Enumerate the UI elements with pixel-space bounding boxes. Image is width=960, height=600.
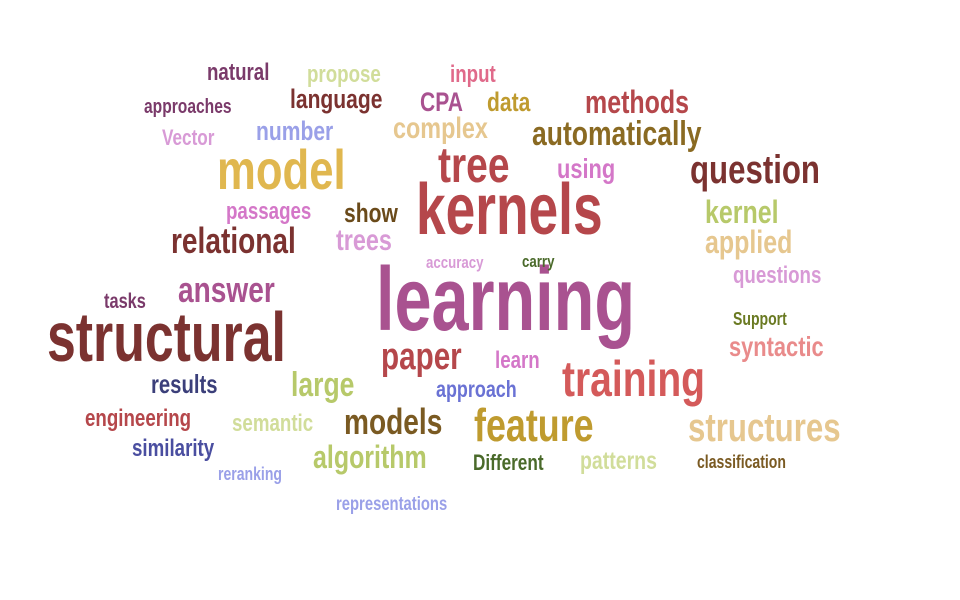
- word-models: models: [344, 401, 443, 442]
- word-answer: answer: [178, 269, 275, 310]
- word-algorithm: algorithm: [313, 439, 427, 475]
- word-cpa: CPA: [420, 87, 463, 117]
- word-kernels: kernels: [416, 170, 603, 250]
- word-applied: applied: [705, 224, 793, 260]
- word-language: language: [290, 84, 383, 114]
- word-model: model: [217, 138, 346, 201]
- word-vector: Vector: [162, 125, 215, 150]
- word-classification: classification: [697, 452, 786, 472]
- word-semantic: semantic: [232, 410, 314, 437]
- word-structural: structural: [47, 298, 286, 376]
- word-relational: relational: [171, 220, 296, 261]
- word-syntactic: syntactic: [729, 331, 824, 362]
- word-data: data: [487, 87, 531, 117]
- word-show: show: [344, 198, 398, 228]
- word-structures: structures: [688, 406, 841, 450]
- word-carry: carry: [522, 252, 555, 271]
- word-tasks: tasks: [104, 290, 146, 313]
- word-paper: paper: [381, 336, 462, 378]
- word-trees: trees: [336, 224, 392, 257]
- word-number: number: [256, 116, 334, 146]
- word-similarity: similarity: [132, 435, 215, 462]
- word-methods: methods: [585, 84, 690, 120]
- word-feature: feature: [474, 399, 594, 451]
- word-large: large: [291, 366, 355, 404]
- word-reranking: reranking: [218, 464, 282, 484]
- word-using: using: [557, 153, 616, 184]
- word-different: Different: [473, 450, 544, 475]
- word-representations: representations: [336, 494, 448, 515]
- word-propose: propose: [307, 61, 381, 88]
- word-engineering: engineering: [85, 405, 192, 432]
- word-learning: learning: [376, 250, 636, 350]
- word-patterns: patterns: [580, 447, 657, 475]
- word-passages: passages: [226, 198, 312, 225]
- word-training: training: [562, 351, 705, 407]
- word-question: question: [690, 148, 821, 192]
- word-natural: natural: [207, 59, 270, 86]
- word-automatically: automatically: [532, 115, 702, 153]
- word-results: results: [151, 369, 218, 399]
- word-support: Support: [733, 309, 787, 329]
- word-accuracy: accuracy: [426, 253, 484, 272]
- word-kernel: kernel: [705, 194, 779, 230]
- word-questions: questions: [733, 262, 822, 289]
- word-approaches: approaches: [144, 96, 232, 118]
- word-complex: complex: [393, 112, 488, 145]
- word-input: input: [450, 61, 496, 88]
- word-learn: learn: [495, 347, 540, 374]
- word-approach: approach: [436, 376, 517, 402]
- word-tree: tree: [438, 137, 510, 193]
